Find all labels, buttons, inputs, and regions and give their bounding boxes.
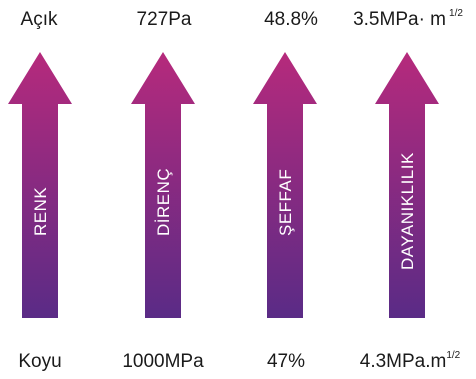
arrow-label-renk: RENK <box>31 187 50 236</box>
arrow-dayaniklilik: DAYANIKLILIK <box>375 52 439 318</box>
column-3-bottom-value: 47% <box>266 351 306 372</box>
column-4-top-value: 3.5MPa· m 1/2 <box>353 9 463 31</box>
column-4-bottom-value-base: 4.3MPa.m <box>359 351 447 372</box>
column-2-bottom-value: 1000MPa <box>122 351 204 372</box>
column-2-top-value: 727Pa <box>136 9 192 30</box>
column-4-top-value-base: 3.5MPa· m <box>353 9 447 30</box>
arrow-label-dayaniklilik: DAYANIKLILIK <box>398 152 417 270</box>
column-3-top-value: 48.8% <box>264 9 318 30</box>
column-1-top-value: Açık <box>20 9 58 30</box>
arrow-direnc: DİRENÇ <box>131 52 195 318</box>
column-4-bottom-value: 4.3MPa.m1/2 <box>360 351 461 373</box>
column-1-bottom-value: Koyu <box>18 351 62 372</box>
arrow-label-seffaf: ŞEFFAF <box>276 169 295 236</box>
arrow-renk: RENK <box>8 52 72 318</box>
column-4-top-value-exponent: 1/2 <box>449 8 463 19</box>
column-4-bottom-value-exponent: 1/2 <box>446 350 461 361</box>
arrow-label-direnc: DİRENÇ <box>154 168 173 236</box>
arrow-seffaf: ŞEFFAF <box>253 52 317 318</box>
